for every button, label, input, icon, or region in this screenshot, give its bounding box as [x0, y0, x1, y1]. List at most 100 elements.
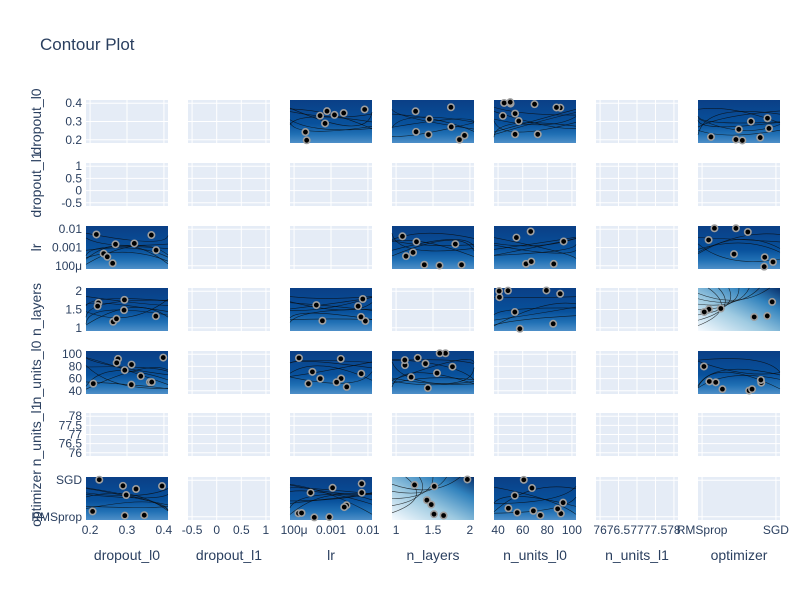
- subplot-n_units_l1-vs-n_layers: [392, 413, 474, 456]
- contour-line: [493, 315, 577, 326]
- contour-line: [391, 239, 475, 251]
- x-axis-title-n_layers: n_layers: [407, 547, 460, 563]
- y-tick-label: 76: [69, 446, 83, 460]
- contour-line: [697, 242, 781, 253]
- x-tick-label: 77: [630, 523, 644, 537]
- trial-point: [360, 105, 369, 114]
- trial-point: [423, 384, 432, 393]
- contour-line: [391, 361, 475, 385]
- trial-point: [407, 373, 416, 382]
- subplot-lr-vs-n_layers: [391, 226, 475, 270]
- contour-line: [289, 301, 373, 311]
- contour-line: [391, 239, 475, 257]
- trial-point: [318, 316, 327, 325]
- trial-point: [120, 306, 129, 315]
- trial-point: [699, 362, 708, 371]
- subplot-optimizer-vs-n_units_l0: 40 60 80 100: [491, 475, 582, 537]
- trial-point: [127, 380, 136, 389]
- subplot-dropout_l1-vs-lr: [290, 163, 372, 206]
- y-tick-label: 0.001: [52, 241, 82, 255]
- subplot-optimizer-vs-dropout_l0: RMSprop SGD 0.2 0.3 0.4: [31, 473, 172, 537]
- y-tick-label: 0.5: [65, 171, 82, 185]
- subplot-n_units_l1-vs-n_units_l1: [596, 413, 678, 456]
- subplot-dropout_l1-vs-n_layers: [392, 163, 474, 206]
- y-axis-title-n_units_l0: n_units_l0: [28, 340, 44, 404]
- subplot-n_layers-vs-optimizer: [697, 287, 780, 331]
- trial-point: [760, 253, 769, 262]
- trial-point: [730, 250, 739, 259]
- trial-point: [301, 128, 310, 137]
- trial-point: [108, 259, 117, 268]
- contour-line: [697, 233, 781, 255]
- x-tick-label: -0.5: [182, 523, 203, 537]
- contour-line: [493, 244, 577, 256]
- subplot-n_layers-vs-dropout_l1: [188, 288, 270, 331]
- x-tick-label: 0.2: [82, 523, 99, 537]
- contour-line: [493, 236, 577, 250]
- contour-line: [391, 476, 447, 494]
- trial-point: [553, 504, 562, 513]
- trial-point: [120, 366, 129, 375]
- contour-line: [289, 360, 373, 364]
- y-tick-label: 0.01: [59, 222, 83, 236]
- trial-point: [112, 314, 121, 323]
- trial-point: [316, 374, 325, 383]
- trial-point: [127, 360, 136, 369]
- trial-point: [700, 307, 709, 316]
- subplot-dropout_l0-vs-optimizer: [697, 100, 781, 145]
- contour-line: [85, 367, 169, 390]
- subplot-background: [698, 163, 780, 206]
- y-tick-label: 77: [69, 428, 83, 442]
- trial-point: [731, 224, 740, 233]
- trial-point: [542, 286, 551, 295]
- trial-point: [769, 257, 778, 266]
- trial-point: [429, 510, 438, 519]
- trial-point: [506, 98, 515, 107]
- trial-point: [764, 124, 773, 133]
- y-tick-label: 80: [69, 359, 83, 373]
- contour-line: [289, 494, 373, 515]
- trial-point: [512, 233, 521, 242]
- trial-point: [527, 484, 536, 493]
- contour-line: [391, 116, 475, 128]
- trial-point: [514, 117, 523, 126]
- trial-point: [321, 119, 330, 128]
- subplot-dropout_l1-vs-n_units_l0: [494, 163, 576, 206]
- subplot-grid: 0.20.30.4-0.500.51100μ0.0010.0111.524060…: [28, 88, 789, 563]
- trial-point: [504, 504, 513, 513]
- subplot-dropout_l0-vs-n_units_l0: [493, 98, 577, 143]
- trial-point: [435, 261, 444, 270]
- trial-point: [411, 107, 420, 116]
- y-tick-label: SGD: [56, 473, 82, 487]
- trial-point: [357, 488, 366, 497]
- trial-point: [549, 259, 558, 268]
- contour-line: [493, 486, 577, 515]
- trial-point: [308, 367, 317, 376]
- contour-line: [85, 232, 169, 242]
- trial-point: [130, 239, 139, 248]
- trial-point: [716, 304, 725, 313]
- x-tick-label: 100: [562, 523, 582, 537]
- subplot-n_units_l0-vs-n_units_l0: [494, 351, 576, 394]
- x-tick-label: 0.3: [119, 523, 136, 537]
- subplot-n_units_l1-vs-n_units_l0: [494, 413, 576, 456]
- trial-point: [447, 122, 456, 131]
- trial-point: [552, 103, 561, 112]
- contour-line: [493, 496, 577, 514]
- trial-point: [763, 114, 772, 123]
- contour-fill: [290, 100, 372, 143]
- x-axis-title-optimizer: optimizer: [711, 547, 768, 563]
- subplot-dropout_l1-vs-dropout_l0: -0.500.51: [61, 159, 168, 210]
- trial-point: [95, 475, 104, 484]
- trial-point: [460, 131, 469, 140]
- y-tick-label: 60: [69, 372, 83, 386]
- trial-point: [158, 482, 167, 491]
- trial-point: [89, 379, 98, 388]
- trial-point: [748, 385, 757, 394]
- contour-line: [85, 298, 169, 307]
- trial-point: [401, 252, 410, 261]
- y-tick-label: 77.5: [59, 418, 83, 432]
- contour-line: [697, 371, 781, 390]
- contour-line: [391, 359, 475, 381]
